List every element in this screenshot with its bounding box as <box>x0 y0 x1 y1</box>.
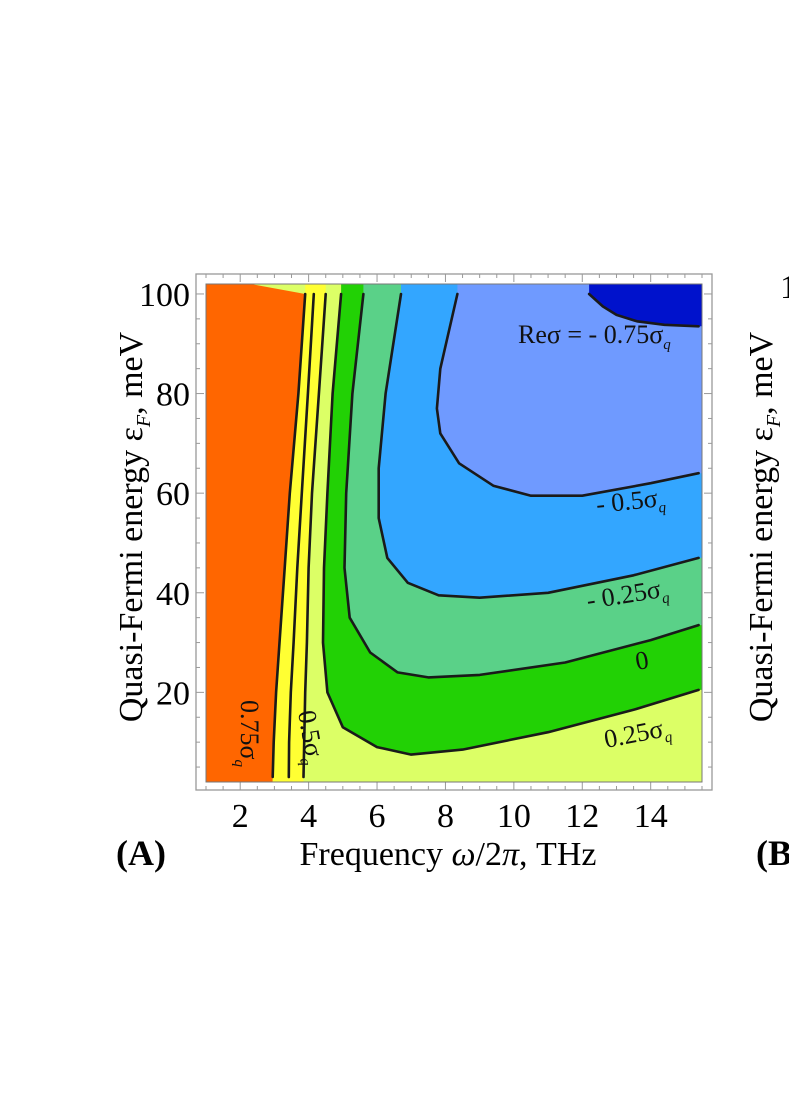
y-tick-labels: 20 40 60 80 100 <box>139 277 190 712</box>
contour-label-0-75: 0.75σq <box>231 700 264 768</box>
x-tick-labels: 2 4 6 8 10 12 14 <box>232 798 668 835</box>
x-tick-label: 6 <box>369 798 386 835</box>
x-tick-label: 12 <box>565 798 599 835</box>
contour-line-1 <box>287 292 316 779</box>
plot-frame <box>195 273 713 791</box>
contour-line-4 <box>343 292 700 679</box>
y-tick-label: 60 <box>156 476 190 513</box>
y-tick-label: 20 <box>156 675 190 712</box>
contour-lines <box>271 292 700 779</box>
contour-line-5 <box>377 292 700 600</box>
panel-label-b: (B) <box>756 833 789 873</box>
region-0-75 <box>206 284 306 782</box>
plot-area-border <box>205 283 703 783</box>
panel-b-partial: 1 Quasi-Fermi energy εF, meV (B) <box>743 269 789 873</box>
panel-label-a: (A) <box>116 833 166 873</box>
y-tick-label: 100 <box>139 277 190 314</box>
x-tick-label: 8 <box>437 798 454 835</box>
region-deepest <box>589 284 702 327</box>
contour-line-7 <box>587 292 700 328</box>
contour-line-6 <box>435 292 700 498</box>
contour-line-2 <box>302 292 328 779</box>
x-tick-label: 4 <box>300 798 317 835</box>
x-axis-title: Frequency ω/2π, THz <box>300 836 597 873</box>
y-tick-label: 80 <box>156 377 190 414</box>
contour-line-0 <box>271 292 307 779</box>
x-tick-label: 10 <box>497 798 531 835</box>
y-axis-title: Quasi-Fermi energy εF, meV <box>113 331 155 722</box>
contour-regions <box>206 284 702 782</box>
frame-minor-ticks <box>196 274 712 790</box>
panel-b-ytick-partial: 1 <box>780 269 789 306</box>
region-minus-0-75 <box>436 284 702 496</box>
contour-label-zero: 0 <box>633 645 651 676</box>
x-tick-label: 14 <box>634 798 668 835</box>
contour-line-3 <box>321 292 700 756</box>
contour-label-re-sigma: Reσ = - 0.75σq <box>518 320 671 353</box>
y-tick-label: 40 <box>156 576 190 613</box>
x-tick-label: 2 <box>232 798 249 835</box>
panel-b-y-axis-title: Quasi-Fermi energy εF, meV <box>743 331 785 722</box>
